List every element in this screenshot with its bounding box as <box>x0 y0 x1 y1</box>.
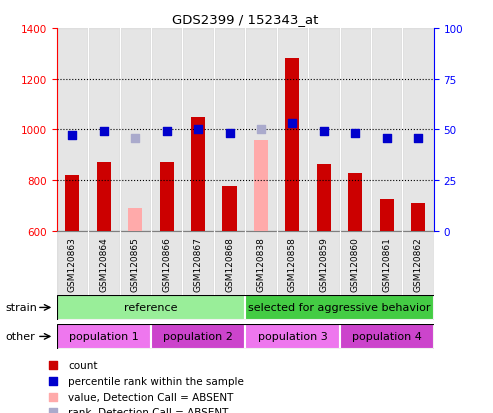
Bar <box>182 231 214 295</box>
Text: count: count <box>68 361 98 370</box>
Text: GSM120865: GSM120865 <box>131 236 140 291</box>
Text: GSM120862: GSM120862 <box>414 236 423 291</box>
Text: reference: reference <box>124 303 178 313</box>
Text: GSM120859: GSM120859 <box>319 236 328 291</box>
Point <box>69 133 76 140</box>
Bar <box>151 231 182 295</box>
Bar <box>317 164 331 231</box>
Bar <box>57 231 88 295</box>
Text: GSM120858: GSM120858 <box>288 236 297 291</box>
Bar <box>245 324 340 349</box>
Bar <box>214 29 246 231</box>
Text: GSM120867: GSM120867 <box>194 236 203 291</box>
Text: GSM120868: GSM120868 <box>225 236 234 291</box>
Bar <box>88 231 119 295</box>
Bar <box>340 324 434 349</box>
Text: percentile rank within the sample: percentile rank within the sample <box>68 376 244 386</box>
Bar <box>254 140 268 231</box>
Bar <box>245 29 277 231</box>
Point <box>414 135 422 142</box>
Bar <box>88 29 119 231</box>
Bar <box>340 231 371 295</box>
Point <box>288 121 296 127</box>
Bar <box>222 187 237 231</box>
Bar <box>371 231 402 295</box>
Bar <box>245 295 434 320</box>
Text: value, Detection Call = ABSENT: value, Detection Call = ABSENT <box>68 392 234 402</box>
Bar <box>57 295 245 320</box>
Bar <box>151 324 245 349</box>
Point <box>352 131 359 138</box>
Text: GSM120860: GSM120860 <box>351 236 360 291</box>
Bar <box>119 29 151 231</box>
Bar <box>182 29 214 231</box>
Point <box>163 129 171 135</box>
Point <box>194 127 202 133</box>
Text: population 2: population 2 <box>163 332 233 342</box>
Bar <box>191 117 205 231</box>
Bar <box>277 231 308 295</box>
Point <box>49 362 57 369</box>
Bar <box>151 29 182 231</box>
Bar <box>340 29 371 231</box>
Point <box>49 394 57 400</box>
Title: GDS2399 / 152343_at: GDS2399 / 152343_at <box>172 13 318 26</box>
Bar <box>411 204 425 231</box>
Bar <box>57 324 151 349</box>
Bar <box>277 29 308 231</box>
Point <box>49 378 57 385</box>
Bar <box>402 29 434 231</box>
Text: population 3: population 3 <box>257 332 327 342</box>
Text: GSM120861: GSM120861 <box>382 236 391 291</box>
Bar <box>119 231 151 295</box>
Text: GSM120866: GSM120866 <box>162 236 171 291</box>
Bar <box>308 29 340 231</box>
Text: selected for aggressive behavior: selected for aggressive behavior <box>248 303 431 313</box>
Point <box>383 135 390 142</box>
Bar <box>214 231 246 295</box>
Point <box>100 129 108 135</box>
Bar <box>66 176 79 231</box>
Bar <box>160 163 174 231</box>
Text: population 1: population 1 <box>69 332 139 342</box>
Bar <box>371 29 402 231</box>
Text: GSM120863: GSM120863 <box>68 236 77 291</box>
Point <box>257 127 265 133</box>
Bar <box>348 173 362 231</box>
Bar <box>380 199 394 231</box>
Bar <box>128 209 142 231</box>
Point <box>49 409 57 413</box>
Text: GSM120838: GSM120838 <box>256 236 266 291</box>
Bar <box>97 163 111 231</box>
Text: population 4: population 4 <box>352 332 422 342</box>
Bar <box>308 231 340 295</box>
Bar <box>245 231 277 295</box>
Text: other: other <box>5 332 35 342</box>
Point <box>226 131 234 138</box>
Bar <box>57 29 88 231</box>
Bar <box>402 231 434 295</box>
Text: strain: strain <box>5 303 37 313</box>
Text: rank, Detection Call = ABSENT: rank, Detection Call = ABSENT <box>68 408 229 413</box>
Point <box>131 135 139 142</box>
Bar <box>285 59 299 231</box>
Text: GSM120864: GSM120864 <box>99 236 108 291</box>
Point <box>320 129 328 135</box>
